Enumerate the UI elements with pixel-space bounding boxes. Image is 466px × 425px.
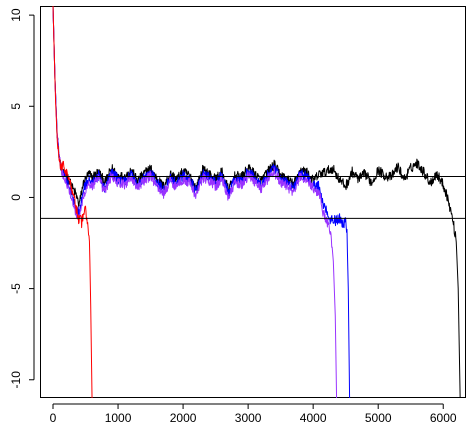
x-tick-label: 5000 [365, 411, 392, 425]
x-tick-label: 3000 [235, 411, 262, 425]
x-axis: 0 1000 2000 3000 4000 5000 6000 [50, 404, 457, 425]
x-tick-label: 0 [50, 411, 57, 425]
plot-area [41, 7, 466, 398]
y-tick-label: 5 [9, 103, 23, 110]
x-tick-label: 2000 [170, 411, 197, 425]
y-tick-label: -5 [9, 283, 23, 294]
y-tick-label: 0 [9, 194, 23, 201]
x-tick-label: 6000 [430, 411, 457, 425]
y-axis: -10 -5 0 5 10 [9, 8, 34, 388]
y-tick-label: -10 [9, 371, 23, 389]
x-tick-label: 1000 [105, 411, 132, 425]
y-tick-label: 10 [9, 8, 23, 22]
plot-frame [41, 7, 466, 398]
x-tick-label: 4000 [300, 411, 327, 425]
